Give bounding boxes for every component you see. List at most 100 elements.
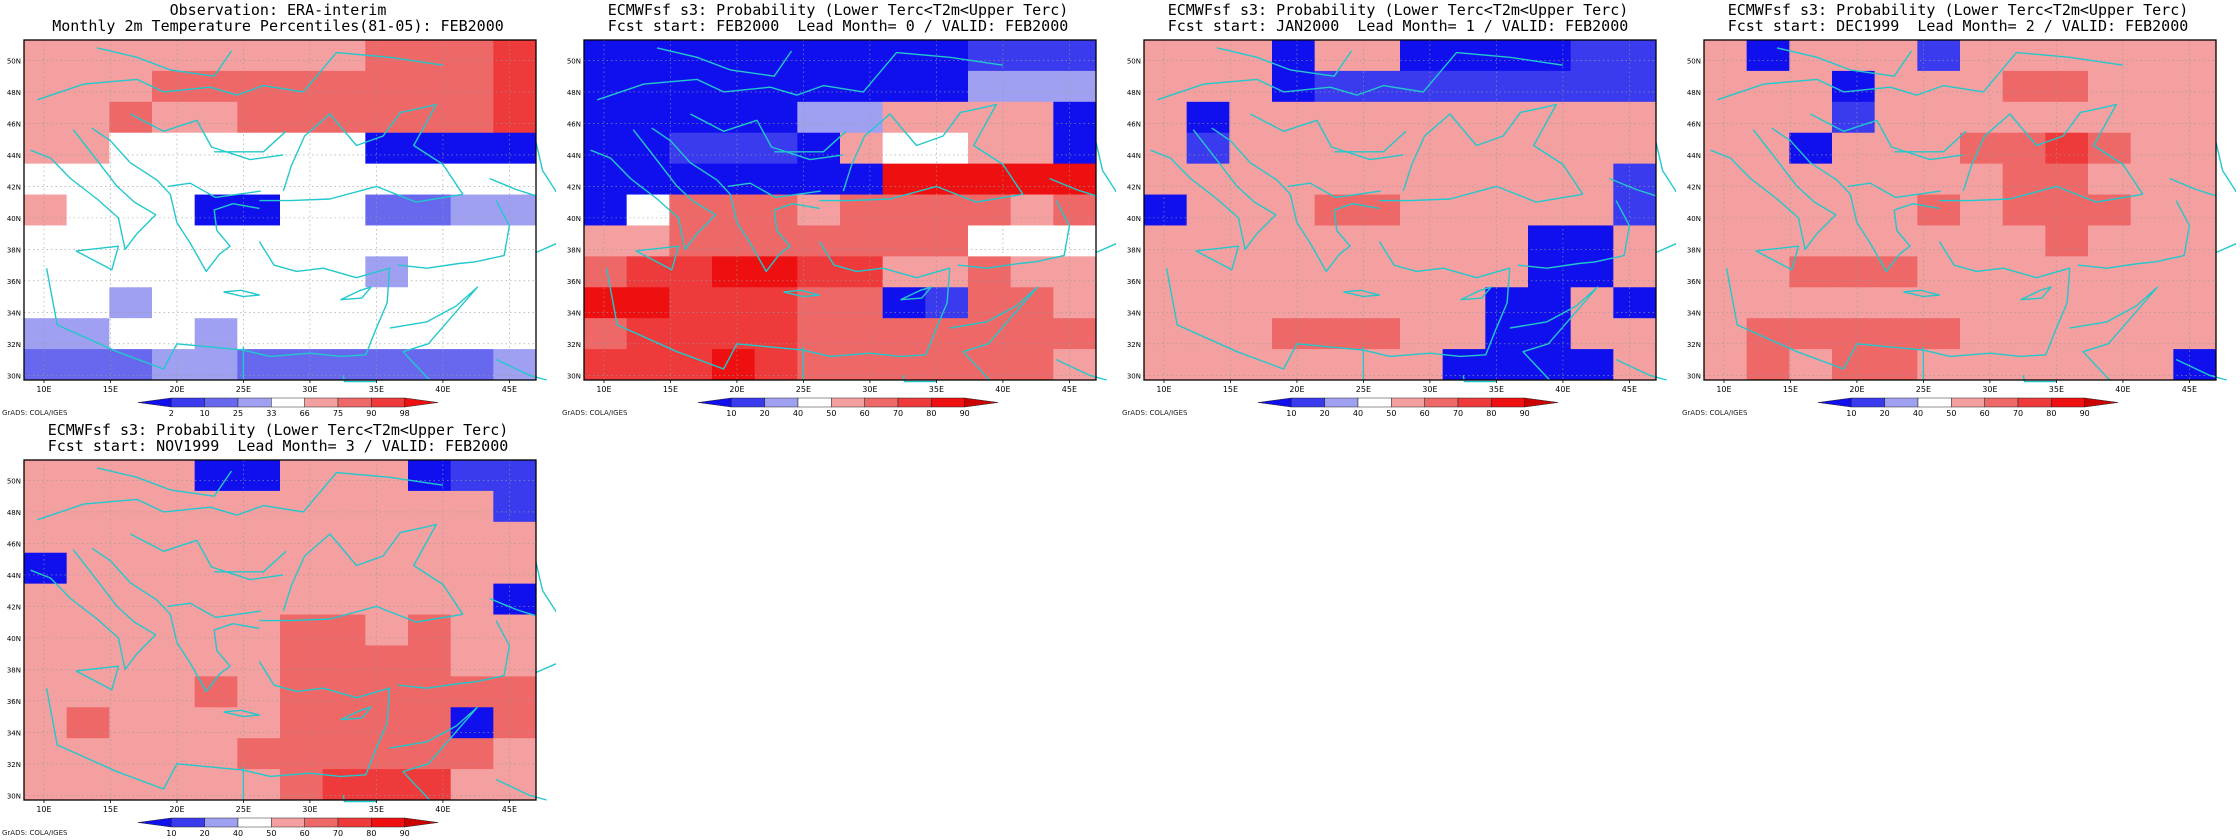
coastline (223, 289, 261, 298)
grid-cell (1400, 256, 1444, 288)
grid-cell (1010, 256, 1054, 288)
grid-cell (754, 40, 798, 72)
panel-forecast-lead3: 10E 15E 20E 25E 30E 35E 40E 45E 30N 32N 34N 36N 38N 4… (0, 420, 556, 840)
grid-cell (1704, 225, 1748, 257)
grid-cell (2130, 70, 2174, 103)
colorbar-swatch (1917, 397, 1952, 408)
coastline (167, 602, 261, 619)
grid-cell (2088, 40, 2132, 72)
x-tick-label: 20E (1849, 385, 1864, 394)
grid-cell (450, 521, 494, 554)
x-tick-label: 45E (1622, 385, 1637, 394)
coastline (727, 182, 821, 199)
grid-cell (2002, 318, 2046, 350)
grid-cell (2002, 225, 2046, 257)
colorbar-swatch (337, 397, 372, 408)
grid-cell (1789, 287, 1833, 319)
grid-cell (712, 256, 756, 288)
grid-cell (109, 287, 153, 319)
coastline (1211, 127, 1380, 273)
grid-cell (1186, 287, 1230, 319)
grid-cell (1485, 256, 1529, 288)
grid-cell (1442, 40, 1486, 72)
grid-cell (1053, 132, 1097, 165)
grid-cell (493, 225, 537, 257)
grid-cell (109, 70, 153, 103)
grid-cell (1789, 256, 1833, 288)
grid-cell (626, 101, 670, 134)
y-tick-label: 42N (1127, 183, 1141, 191)
grid-cell (66, 645, 110, 677)
grid-cell (882, 318, 926, 350)
coastline (340, 286, 372, 301)
colorbar-swatch (1324, 397, 1359, 408)
grid-cell (237, 132, 281, 165)
grid-cell (152, 460, 196, 492)
grid-cell (1186, 194, 1230, 226)
y-tick-label: 36N (7, 278, 21, 286)
colorbar-label: 20 (200, 829, 210, 838)
grid-cell (493, 521, 537, 554)
grid-cell (493, 256, 537, 288)
y-tick-label: 36N (1127, 278, 1141, 286)
grid-cell (322, 101, 366, 134)
grid-cell (24, 163, 68, 196)
colorbar-swatch (404, 397, 439, 408)
grid-cell (1144, 40, 1188, 72)
grid-cell (2173, 194, 2217, 226)
coastline (389, 706, 479, 801)
coastline (1509, 286, 1599, 381)
grid-cell (237, 707, 281, 739)
grid-cell (24, 194, 68, 226)
grid-cell (1357, 40, 1401, 72)
grid-cell (1704, 101, 1748, 134)
grid-cell (840, 225, 884, 257)
grid-cell (1746, 101, 1790, 134)
grid-cell (1874, 70, 1918, 103)
grid-cell (2173, 132, 2217, 165)
grid-cell (1053, 163, 1097, 196)
grid-cell (322, 349, 366, 381)
y-tick-label: 44N (7, 152, 21, 160)
coastline (397, 200, 511, 269)
colorbar-label: 66 (300, 409, 310, 418)
grid-cell (66, 163, 110, 196)
grid-cell (450, 349, 494, 381)
grid-cell (109, 490, 153, 523)
y-tick-label: 46N (7, 540, 21, 548)
x-tick-label: 10E (1156, 385, 1171, 394)
grid-cell (1144, 163, 1188, 196)
grid-cell (584, 318, 628, 350)
colorbar-swatch (371, 817, 405, 828)
x-tick-label: 25E (1356, 385, 1371, 394)
y-tick-label: 38N (7, 666, 21, 674)
colorbar-swatch (731, 397, 765, 408)
y-tick-label: 48N (7, 89, 21, 97)
grid-cell (152, 163, 196, 196)
grid-cell (712, 349, 756, 381)
coastline (900, 286, 932, 301)
grid-cell (2002, 40, 2046, 72)
grid-cell (2088, 163, 2132, 196)
grid-cell (2002, 256, 2046, 288)
grid-cell (493, 318, 537, 350)
grid-cell (2045, 349, 2089, 381)
colorbar-swatch (1457, 397, 1492, 408)
grid-cell (152, 287, 196, 319)
colorbar-swatch (137, 817, 172, 828)
coastline (590, 129, 717, 251)
grid-cell (493, 676, 537, 708)
colorbar-label: 40 (1353, 409, 1363, 418)
grid-cell (493, 40, 537, 72)
colorbar-swatch (697, 397, 732, 408)
grid-cell (493, 645, 537, 677)
colorbar-swatch (1951, 397, 1985, 408)
grid-cell (493, 194, 537, 226)
grid-cell (194, 490, 238, 523)
grid-cell (322, 676, 366, 708)
grid-cell (365, 256, 409, 288)
colorbar-swatch (2051, 397, 2085, 408)
grid-cell (365, 70, 409, 103)
grid-cell (2088, 287, 2132, 319)
grid-cell (1570, 40, 1614, 72)
